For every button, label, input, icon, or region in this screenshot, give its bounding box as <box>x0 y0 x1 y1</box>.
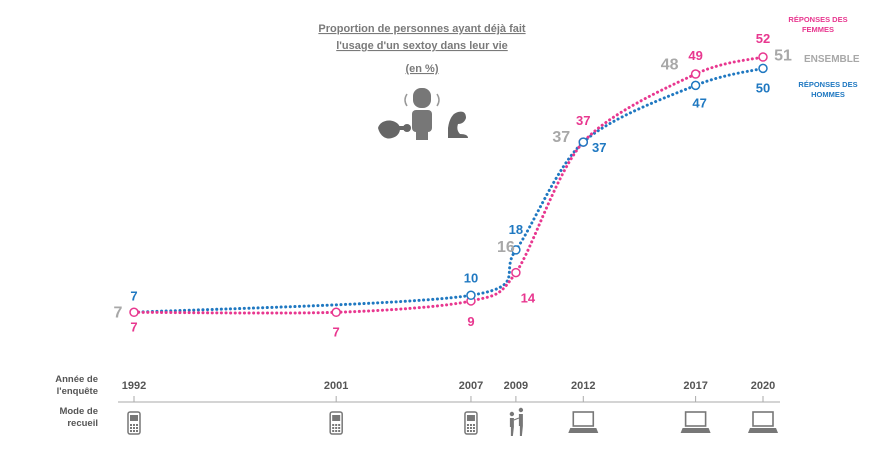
legend-ensemble: ENSEMBLE <box>804 54 860 65</box>
legend-men-line-2: HOMMES <box>811 90 845 99</box>
data-label-men: 7 <box>130 288 137 303</box>
phone-icon <box>127 411 141 435</box>
data-label-women: 9 <box>467 314 474 329</box>
flexed-arm-icon <box>448 111 468 138</box>
legend-women-line-1: RÉPONSES DES <box>788 15 847 24</box>
x-tick-label: 2001 <box>324 380 348 392</box>
year-row-label-2: l'enquête <box>57 386 98 397</box>
data-label-women: 37 <box>576 113 590 128</box>
marker-women <box>758 52 768 62</box>
data-label-women: 52 <box>756 31 770 46</box>
x-tick-label: 1992 <box>122 380 146 392</box>
marker-women <box>331 307 341 318</box>
plug-icon <box>378 120 411 139</box>
marker-men <box>690 80 701 91</box>
mode-row-label-2: recueil <box>67 418 98 429</box>
mode-row-label-1: Mode de <box>59 406 98 417</box>
marker-men <box>466 290 476 301</box>
marker-women <box>511 267 521 278</box>
face-to-face-icon <box>509 407 524 436</box>
series-line-women <box>132 55 765 315</box>
legend-women-line-2: FEMMES <box>802 25 834 34</box>
marker-men <box>758 63 768 74</box>
data-label-ensemble: 16 <box>497 239 515 256</box>
phone-icon <box>464 411 478 435</box>
data-label-men: 37 <box>592 140 606 155</box>
data-label-women: 7 <box>333 324 340 339</box>
chart-subtitle: (en %) <box>406 63 439 75</box>
marker-men <box>578 137 589 147</box>
data-label-women: 14 <box>521 291 536 306</box>
laptop-icon <box>748 411 778 433</box>
hand-icon <box>404 88 440 140</box>
data-label-men: 47 <box>692 95 706 110</box>
x-tick-label: 2017 <box>683 380 707 392</box>
phone-icon <box>329 411 343 435</box>
marker-women <box>690 69 701 79</box>
data-label-ensemble: 37 <box>552 129 570 146</box>
data-label-men: 50 <box>756 80 770 95</box>
data-label-women: 7 <box>130 319 137 334</box>
year-row-label-1: Année de <box>55 374 98 385</box>
data-label-women: 49 <box>688 48 702 63</box>
data-label-ensemble: 48 <box>661 57 679 74</box>
data-label-men: 18 <box>509 222 523 237</box>
data-label-ensemble: 51 <box>774 48 792 65</box>
legend-men-line-1: RÉPONSES DES <box>798 80 857 89</box>
x-tick-label: 2009 <box>504 380 528 392</box>
laptop-icon <box>680 411 711 433</box>
data-label-men: 10 <box>464 270 478 285</box>
x-tick-label: 2012 <box>571 380 595 392</box>
marker-men <box>511 245 521 255</box>
laptop-icon <box>568 411 599 433</box>
chart-title-line-2: l'usage d'un sextoy dans leur vie <box>336 40 508 52</box>
chart-title-line-1: Proportion de personnes ayant déjà fait <box>318 23 526 35</box>
marker-women <box>129 307 139 318</box>
x-tick-label: 2020 <box>751 380 775 392</box>
series-line-men <box>132 66 765 314</box>
x-tick-label: 2007 <box>459 380 483 392</box>
data-label-ensemble: 7 <box>114 304 123 321</box>
